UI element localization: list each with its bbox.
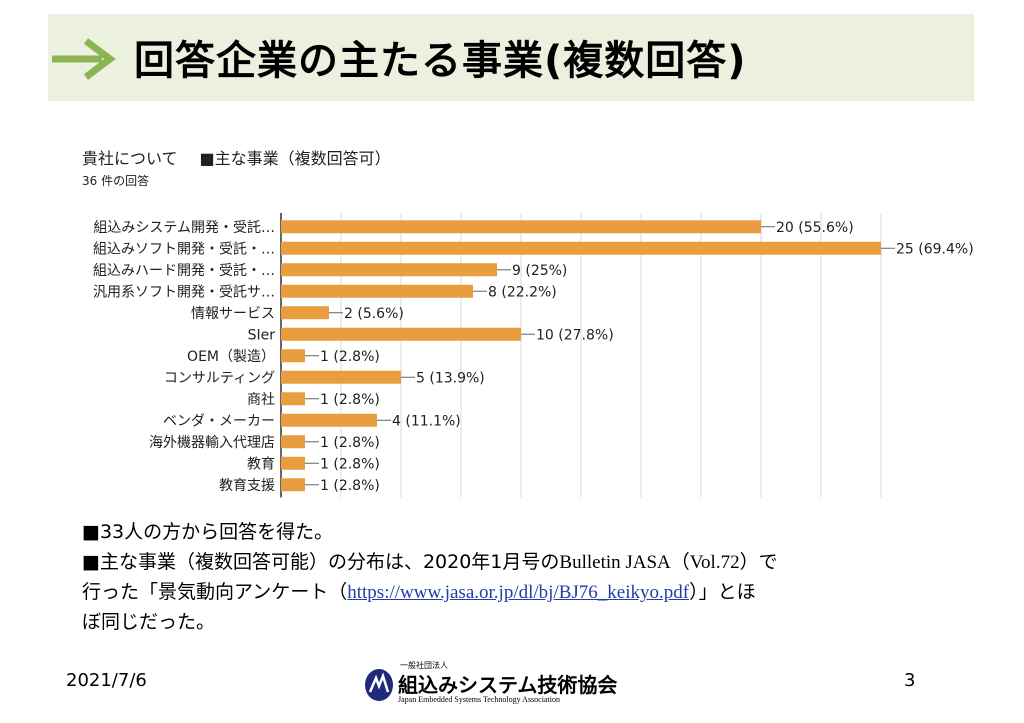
- bar: [281, 349, 305, 363]
- note-line-2-end: で: [758, 551, 778, 573]
- category-label: SIer: [248, 327, 276, 343]
- data-label: 1 (2.8%): [320, 349, 380, 365]
- data-label: 5 (13.9%): [416, 370, 485, 386]
- bar: [281, 478, 305, 492]
- bar: [281, 284, 473, 298]
- jasa-logo-icon: [365, 669, 393, 701]
- category-label: 教育支援: [219, 478, 275, 494]
- bar: [281, 392, 305, 406]
- bar-chart: 組込みシステム開発・受託… 20 (55.6%) 組込みソフト開発・受託・… 25 (…: [93, 213, 974, 498]
- category-label: ベンダ・メーカー: [163, 413, 275, 429]
- response-count: 36 件の回答: [82, 174, 150, 188]
- data-label: 10 (27.8%): [536, 327, 614, 343]
- survey-pdf-link[interactable]: https://www.jasa.or.jp/dl/bj/BJ76_keikyo…: [347, 582, 690, 603]
- note-line-4: ぼ同じだった。: [82, 611, 216, 633]
- logo-name: 組込みシステム技術協会: [398, 673, 618, 697]
- category-label: 情報サービス: [191, 306, 275, 322]
- bar: [281, 263, 497, 277]
- data-label: 9 (25%): [512, 263, 567, 279]
- category-label: 組込みシステム開発・受託…: [93, 220, 275, 236]
- logo-small-text: 一般社団法人: [400, 661, 448, 670]
- data-label: 25 (69.4%): [896, 241, 974, 257]
- page-title: 回答企業の主たる事業(複数回答): [134, 38, 747, 84]
- bar: [281, 220, 761, 234]
- bulletin-ref: Bulletin JASA（Vol.72）: [559, 552, 759, 573]
- survey-section: 貴社について: [82, 149, 178, 168]
- title-band: [48, 14, 974, 101]
- note-line-3-end: ）」とほ: [689, 581, 756, 603]
- category-label: 組込みハード開発・受託・…: [93, 263, 275, 279]
- note-line-3: 行った「景気動向アンケート（https://www.jasa.or.jp/dl/…: [82, 578, 756, 607]
- category-label: 組込みソフト開発・受託・…: [93, 241, 275, 257]
- bar: [281, 456, 305, 470]
- data-label: 1 (2.8%): [320, 478, 380, 494]
- data-label: 20 (55.6%): [776, 220, 854, 236]
- category-label: 汎用系ソフト開発・受託サ…: [93, 284, 275, 300]
- survey-question: ■主な事業（複数回答可）: [199, 149, 391, 168]
- bar: [281, 306, 329, 320]
- logo-english: Japan Embedded Systems Technology Associ…: [398, 695, 560, 704]
- note-line-3-text: 行った「景気動向アンケート（: [82, 581, 348, 603]
- footer-date: 2021/7/6: [66, 670, 147, 691]
- data-label: 1 (2.8%): [320, 435, 380, 451]
- survey-header: 貴社について ■主な事業（複数回答可）: [82, 145, 391, 169]
- bar: [281, 370, 401, 384]
- data-label: 1 (2.8%): [320, 456, 380, 472]
- bar: [281, 413, 377, 427]
- bar: [281, 327, 521, 341]
- page-number: 3: [904, 670, 916, 691]
- note-line-2: ■主な事業（複数回答可能）の分布は、2020年1月号のBulletin JASA…: [82, 548, 778, 577]
- data-label: 4 (11.1%): [392, 413, 461, 429]
- bar: [281, 241, 881, 255]
- jasa-logo: 一般社団法人 組込みシステム技術協会 Japan Embedded System…: [364, 660, 624, 710]
- bar: [281, 435, 305, 449]
- category-label: 海外機器輸入代理店: [149, 435, 275, 451]
- note-line-2-text: ■主な事業（複数回答可能）の分布は、2020年1月号の: [82, 551, 560, 573]
- category-label: 商社: [247, 392, 275, 408]
- category-label: 教育: [247, 456, 275, 472]
- data-label: 1 (2.8%): [320, 392, 380, 408]
- category-label: コンサルティング: [164, 370, 275, 386]
- data-label: 2 (5.6%): [344, 306, 404, 322]
- category-label: OEM（製造）: [187, 349, 275, 365]
- arrow-right-icon: [52, 38, 116, 80]
- note-line-1: ■33人の方から回答を得た。: [82, 521, 334, 543]
- data-label: 8 (22.2%): [488, 284, 557, 300]
